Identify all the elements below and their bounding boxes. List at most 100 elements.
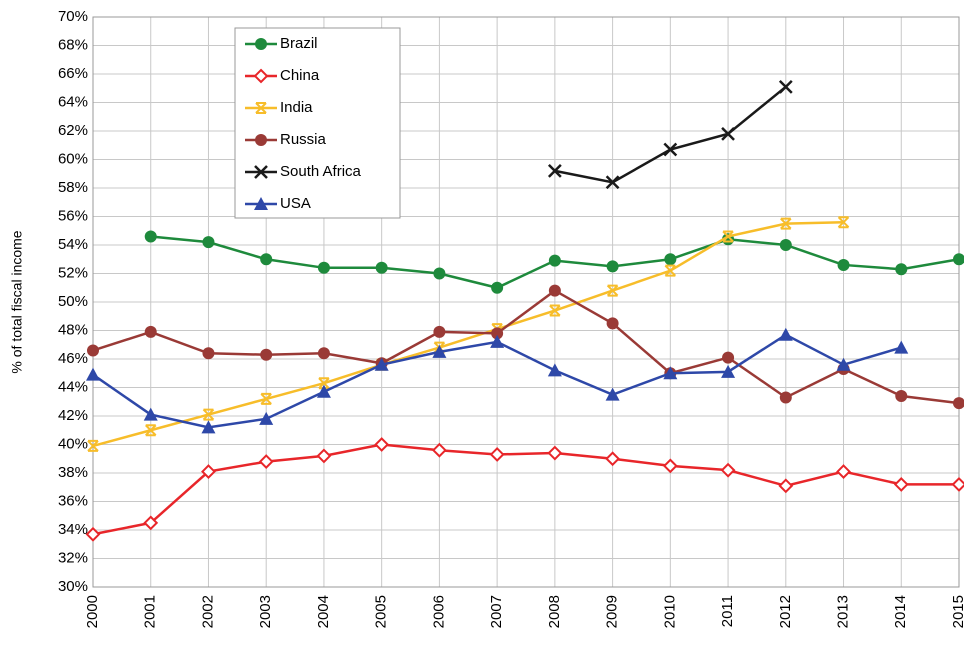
marker [836,464,851,479]
marker [548,254,561,267]
marker [605,175,620,190]
marker [778,478,794,494]
x-tick-label: 2009 [604,595,621,628]
x-tick-label: 2014 [892,595,909,628]
marker [143,407,158,421]
x-tick-label: 2007 [488,595,505,628]
marker [895,390,908,403]
marker [662,458,678,474]
marker [547,445,563,461]
marker [837,216,850,229]
marker [374,357,389,371]
marker [202,236,215,249]
x-tick-label: 2004 [315,595,332,628]
marker [254,197,268,210]
marker [605,387,620,401]
marker [253,68,269,84]
marker [893,476,909,492]
marker [255,102,267,114]
marker [606,260,619,273]
y-tick-label: 62% [58,122,88,139]
y-tick-label: 54% [58,236,88,253]
plot-border [92,16,960,588]
legend-box [234,27,401,219]
x-tick-label: 2013 [835,595,852,628]
y-tick-label: 52% [58,264,88,281]
x-tick-label: 2012 [777,595,794,628]
marker [260,253,273,266]
x-tick-label: 2015 [950,595,964,628]
y-tick-label: 46% [58,350,88,367]
legend-label: South Africa [280,163,362,180]
marker [664,264,677,277]
x-tick-label: 2003 [257,595,274,628]
marker [202,347,215,360]
marker [951,476,964,492]
y-tick-label: 48% [58,321,88,338]
legend-label: China [280,67,320,84]
y-tick-label: 64% [58,93,88,110]
marker [87,439,99,452]
marker [663,142,678,157]
marker [431,442,447,458]
marker [87,344,99,357]
marker [201,464,216,479]
marker [316,384,331,398]
marker [547,164,562,178]
marker [895,263,908,276]
x-tick-label: 2010 [661,595,678,628]
marker [85,526,101,542]
y-tick-label: 58% [58,179,88,196]
y-tick-label: 44% [58,378,88,395]
marker [663,366,678,380]
y-tick-label: 56% [58,207,88,224]
y-tick-label: 70% [58,8,88,25]
marker [547,363,562,377]
marker [953,397,964,410]
marker [433,267,446,280]
marker [836,357,851,371]
marker [258,454,274,470]
marker [432,344,447,358]
y-tick-label: 30% [58,578,88,595]
legend-label: USA [280,195,311,212]
y-tick-label: 42% [58,407,88,424]
marker [145,424,157,437]
y-tick-label: 40% [58,435,88,452]
x-tick-label: 2005 [373,595,390,628]
y-tick-label: 34% [58,521,88,538]
legend-label: India [280,99,313,116]
marker [86,367,100,381]
marker [489,447,505,462]
marker [260,348,273,361]
x-tick-label: 2008 [546,595,563,628]
marker [778,327,793,341]
marker [722,351,735,364]
marker [605,451,621,467]
marker [433,325,446,338]
marker [780,217,792,230]
y-tick-label: 60% [58,150,88,167]
y-axis-title: % of total fiscal income [9,230,25,373]
marker [316,448,332,464]
marker [144,325,157,338]
marker [259,411,274,425]
marker [721,126,735,141]
y-tick-label: 66% [58,65,88,82]
y-tick-label: 38% [58,464,88,481]
marker [260,392,272,405]
legend-label: Brazil [280,35,318,52]
x-tick-label: 2011 [719,595,736,627]
marker [491,281,504,294]
marker [374,437,390,452]
marker [606,317,619,330]
legend: Brazil China India Russia South Africa USA [234,27,401,219]
x-tick-label: 2000 [84,595,101,628]
marker [202,408,215,421]
marker [490,334,505,348]
marker [549,304,561,317]
x-tick-label: 2002 [199,595,216,628]
marker [722,230,734,243]
